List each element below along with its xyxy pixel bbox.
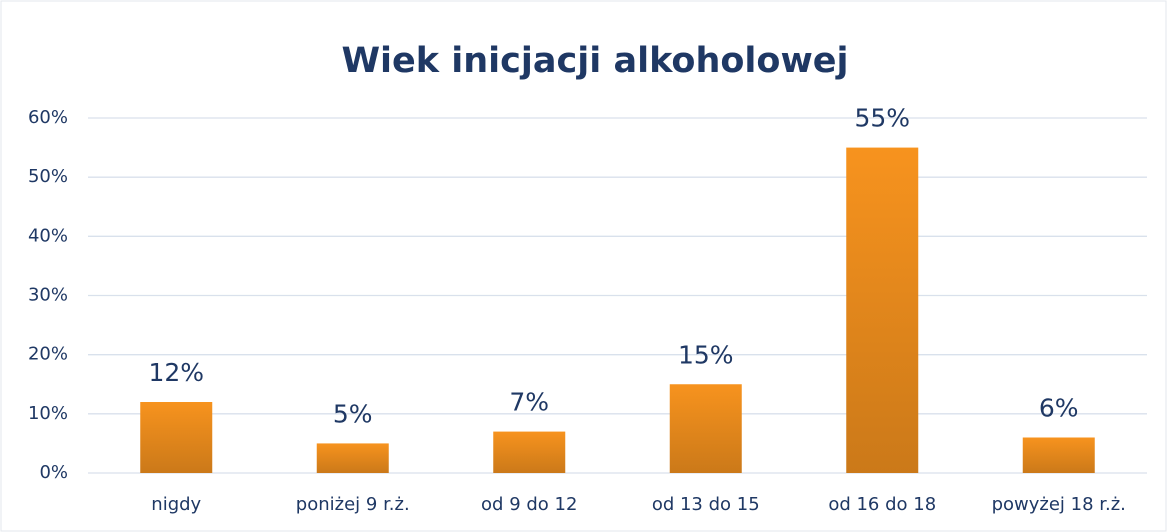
y-tick-label: 60% bbox=[28, 107, 68, 128]
data-label: 6% bbox=[1039, 394, 1079, 423]
bar bbox=[1022, 437, 1095, 473]
x-tick-label: od 16 do 18 bbox=[828, 494, 936, 515]
bar bbox=[140, 402, 213, 473]
y-tick-label: 10% bbox=[28, 403, 68, 424]
y-tick-label: 0% bbox=[39, 462, 68, 483]
y-tick-label: 20% bbox=[28, 344, 68, 365]
x-tick-label: nigdy bbox=[151, 494, 201, 515]
data-label: 15% bbox=[678, 340, 734, 369]
x-tick-label: od 9 do 12 bbox=[481, 494, 577, 515]
x-tick-label: powyżej 18 r.ż. bbox=[992, 494, 1126, 515]
y-tick-label: 50% bbox=[28, 166, 68, 187]
bar bbox=[669, 384, 742, 473]
data-label: 7% bbox=[509, 388, 549, 417]
y-tick-label: 30% bbox=[28, 285, 68, 306]
x-tick-label: od 13 do 15 bbox=[652, 494, 760, 515]
data-label: 55% bbox=[854, 104, 910, 133]
bar bbox=[316, 443, 389, 473]
data-label: 5% bbox=[333, 399, 373, 428]
chart-title: Wiek inicjacji alkoholowej bbox=[341, 41, 848, 81]
y-tick-label: 40% bbox=[28, 225, 68, 246]
x-tick-label: poniżej 9 r.ż. bbox=[296, 494, 410, 515]
bar bbox=[493, 431, 566, 473]
bar bbox=[846, 147, 919, 474]
data-label: 12% bbox=[148, 358, 204, 387]
